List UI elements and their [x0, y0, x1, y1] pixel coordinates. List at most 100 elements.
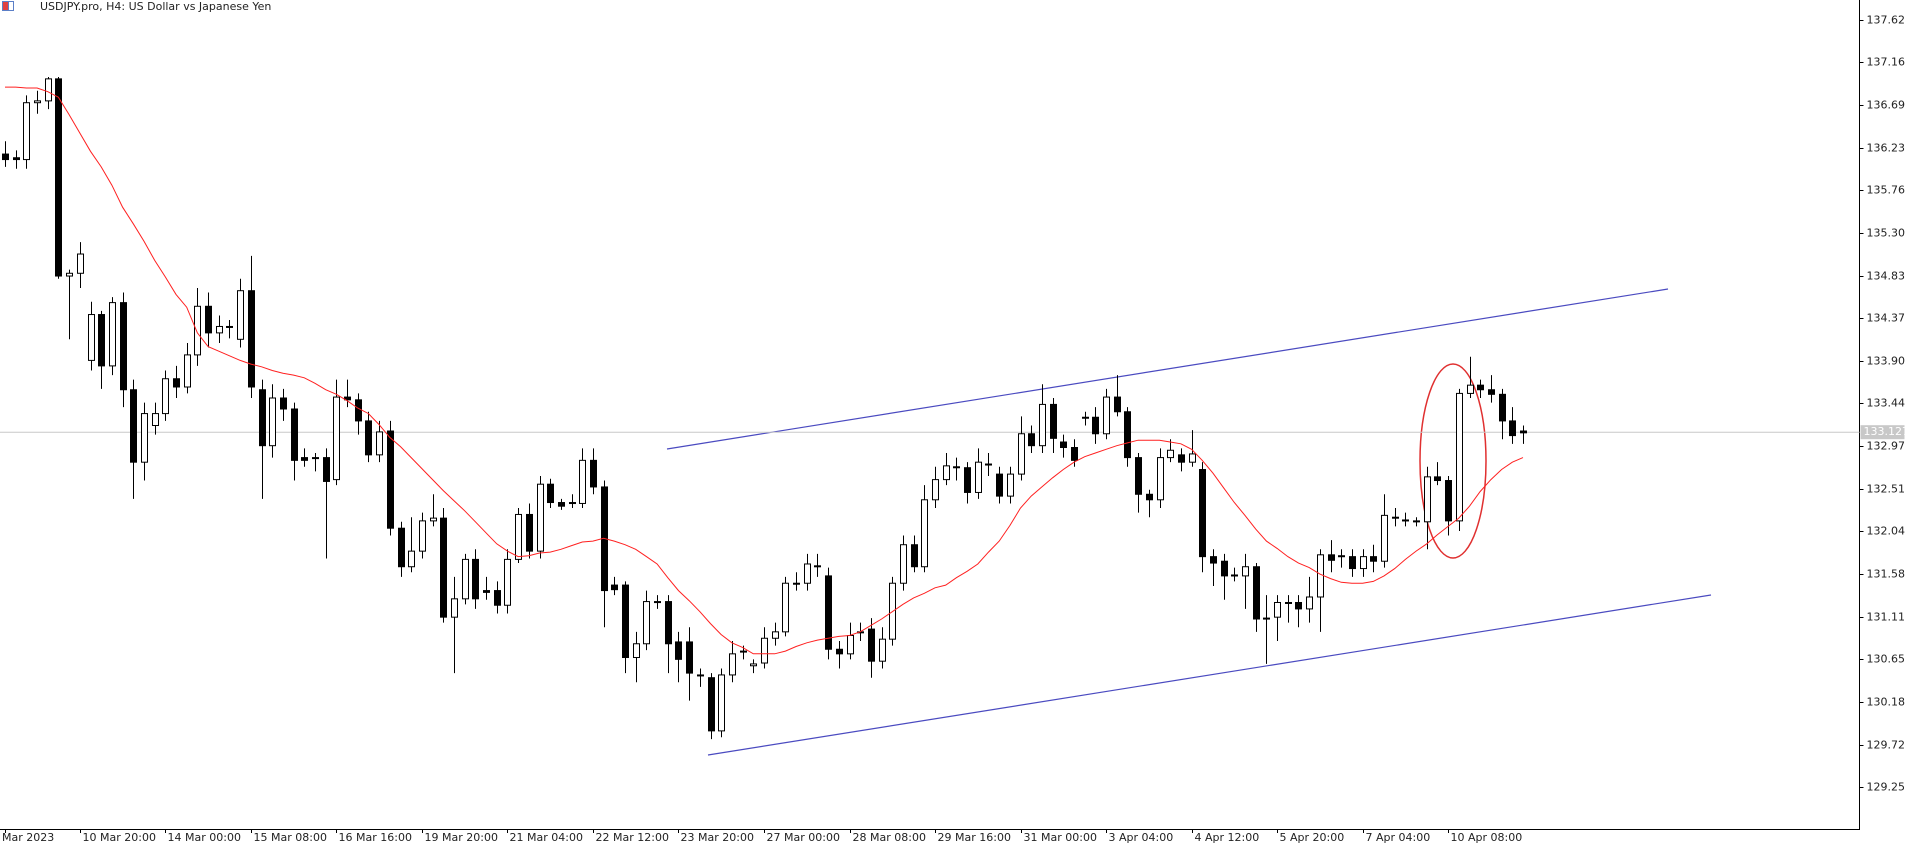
candle-body — [13, 157, 20, 161]
lower-trend-line — [707, 594, 1712, 756]
candle-body — [1402, 519, 1409, 522]
y-tick-label: 132.975 — [1867, 440, 1905, 453]
candle-body — [900, 544, 907, 584]
candle-body — [472, 558, 479, 600]
candle-body — [205, 305, 212, 334]
y-tick-label: 130.650 — [1867, 653, 1905, 666]
candle-body — [1092, 416, 1099, 435]
candle-body — [911, 544, 918, 568]
candle-body — [23, 102, 30, 161]
x-tick-label: 19 Mar 20:00 — [425, 831, 498, 844]
candle-body — [804, 563, 811, 584]
candle-body — [1124, 411, 1131, 459]
candle-body — [643, 601, 650, 645]
candle-body — [408, 550, 415, 568]
candle-body — [1178, 454, 1185, 463]
candle-body — [1499, 393, 1506, 422]
candle-body — [697, 674, 704, 677]
candle-body — [216, 325, 223, 334]
candle-body — [226, 325, 233, 328]
y-tick-label: 132.045 — [1867, 525, 1905, 538]
candle-body — [1167, 449, 1174, 459]
candle-body — [943, 465, 950, 481]
icon-part — [9, 2, 13, 10]
candle-body — [419, 520, 426, 552]
candle-body — [1018, 433, 1025, 475]
y-tick-label: 137.160 — [1867, 56, 1905, 69]
x-tick-label: 3 Apr 04:00 — [1109, 831, 1174, 844]
x-tick-label: 14 Mar 00:00 — [168, 831, 241, 844]
candle-body — [750, 663, 757, 667]
candle-body — [98, 314, 105, 367]
y-tick-label: 136.695 — [1867, 99, 1905, 112]
candle-body — [440, 517, 447, 618]
y-tick-label: 133.905 — [1867, 355, 1905, 368]
y-tick-label: 129.720 — [1867, 739, 1905, 752]
candle-body — [1263, 617, 1270, 620]
x-tick-label: 7 Apr 04:00 — [1366, 831, 1431, 844]
candle-body — [301, 457, 308, 461]
candle-body — [1285, 601, 1292, 604]
candle-body — [45, 78, 52, 102]
candle-body — [772, 631, 779, 639]
candle-body — [1060, 441, 1067, 449]
candle-body — [953, 466, 960, 469]
candle-body — [782, 582, 789, 633]
candle-body — [708, 677, 715, 732]
candle-body — [34, 100, 41, 104]
y-tick-label: 132.510 — [1867, 483, 1905, 496]
candle-body — [1488, 389, 1495, 395]
candle-body — [879, 638, 886, 662]
candle-body — [130, 389, 137, 463]
upper-trend-line — [666, 288, 1669, 450]
y-tick-label: 129.255 — [1867, 781, 1905, 794]
candle-body — [120, 302, 127, 391]
candle-body — [1381, 514, 1388, 562]
candle-body — [1050, 403, 1057, 439]
candle-body — [162, 378, 169, 415]
candle-body — [975, 461, 982, 493]
candle-body — [1338, 555, 1345, 558]
candle-body — [1509, 420, 1516, 437]
candle-body — [1467, 384, 1474, 394]
candle-body — [141, 413, 148, 463]
y-tick-label: 134.835 — [1867, 270, 1905, 283]
candle-body — [462, 558, 469, 600]
candle-body — [109, 302, 116, 367]
x-tick-label: 29 Mar 16:00 — [938, 831, 1011, 844]
candle-body — [1157, 457, 1164, 501]
candle-body — [814, 565, 821, 568]
x-tick-label: 28 Mar 08:00 — [853, 831, 926, 844]
candle-body — [291, 408, 298, 461]
candle-body — [1189, 453, 1196, 463]
y-tick-label: 134.37 — [1867, 312, 1905, 325]
candle-body — [825, 575, 832, 650]
candle-body — [1520, 430, 1527, 434]
candle-body — [547, 483, 554, 504]
candle-body — [430, 517, 437, 522]
candle-body — [793, 582, 800, 585]
candle-body — [569, 502, 576, 505]
candle-body — [515, 513, 522, 560]
candle-body — [675, 641, 682, 660]
candle-body — [1210, 556, 1217, 564]
x-tick-label: 27 Mar 00:00 — [767, 831, 840, 844]
candle-body — [88, 314, 95, 361]
candle-body — [152, 413, 159, 427]
candle-body — [1445, 480, 1452, 522]
candle-body — [622, 584, 629, 659]
candle-body — [451, 598, 458, 618]
candle-body — [248, 290, 255, 388]
y-tick-label: 131.115 — [1867, 611, 1905, 624]
candle-body — [1253, 566, 1260, 620]
candle-body — [173, 378, 180, 388]
candle-body — [2, 153, 9, 161]
candle-body — [558, 502, 565, 507]
candle-body — [77, 253, 84, 274]
candle-body — [387, 430, 394, 529]
candle-body — [1135, 457, 1142, 495]
x-tick-label: Mar 2023 — [2, 831, 54, 844]
x-tick-label: 16 Mar 16:00 — [339, 831, 412, 844]
candle-body — [761, 637, 768, 664]
